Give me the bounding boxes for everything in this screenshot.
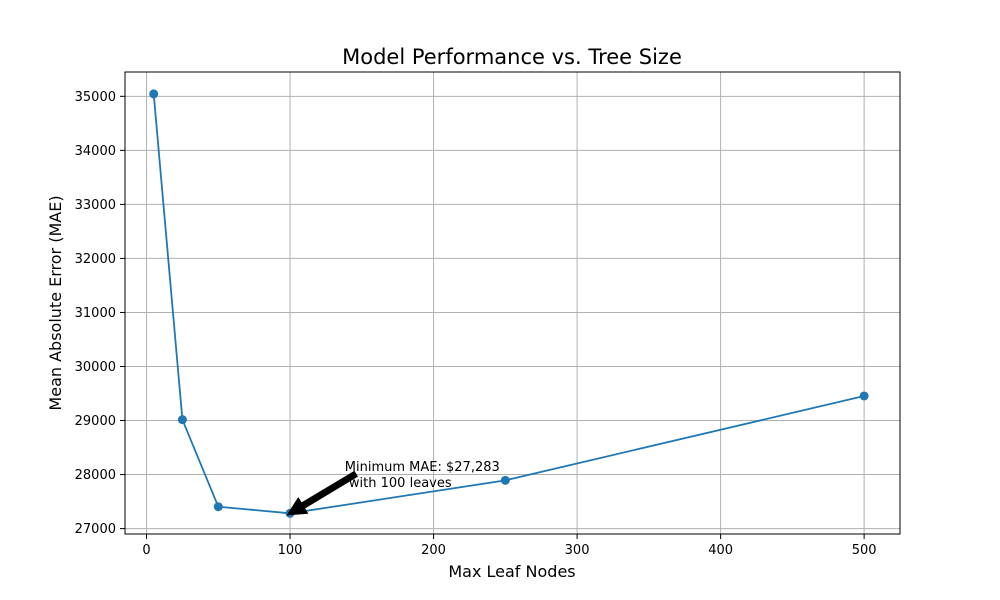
data-point: [177, 415, 187, 425]
data-point: [213, 502, 223, 512]
y-tick-label: 35000: [75, 90, 116, 105]
annotation-arrow: [286, 470, 358, 516]
y-tick-label: 30000: [75, 360, 116, 375]
series-line: [152, 93, 865, 515]
y-tick-label: 29000: [75, 414, 116, 429]
annotation: Minimum MAE: $27,283 with 100 leaves: [286, 460, 500, 516]
x-tick-label: 100: [278, 543, 303, 558]
y-axis: 27000 28000 29000 30000 31000 32000 33000 34000…: [75, 90, 125, 537]
chart-title: Model Performance vs. Tree Size: [342, 45, 682, 69]
y-tick-label: 27000: [75, 522, 116, 537]
x-tick-label: 400: [708, 543, 733, 558]
y-tick-label: 31000: [75, 306, 116, 321]
x-tick-label: 500: [852, 543, 877, 558]
data-point: [149, 89, 159, 99]
annotation-text-line1: Minimum MAE: $27,283: [345, 460, 500, 475]
annotation-text-line2: with 100 leaves: [345, 476, 452, 491]
y-tick-label: 32000: [75, 252, 116, 267]
x-tick-label: 200: [421, 543, 446, 558]
data-series: [149, 89, 869, 518]
y-tick-label: 34000: [75, 144, 116, 159]
y-tick-label: 28000: [75, 468, 116, 483]
y-tick-label: 33000: [75, 198, 116, 213]
x-tick-label: 300: [565, 543, 590, 558]
y-axis-label: Mean Absolute Error (MAE): [46, 195, 65, 410]
plot-frame: [124, 71, 901, 535]
x-axis-label: Max Leaf Nodes: [448, 562, 575, 581]
x-tick-label: 0: [142, 543, 150, 558]
x-axis: 0 100 200 300 400 500: [142, 534, 877, 558]
data-point: [500, 475, 510, 485]
data-point: [859, 391, 869, 401]
grid-lines: [125, 72, 900, 534]
